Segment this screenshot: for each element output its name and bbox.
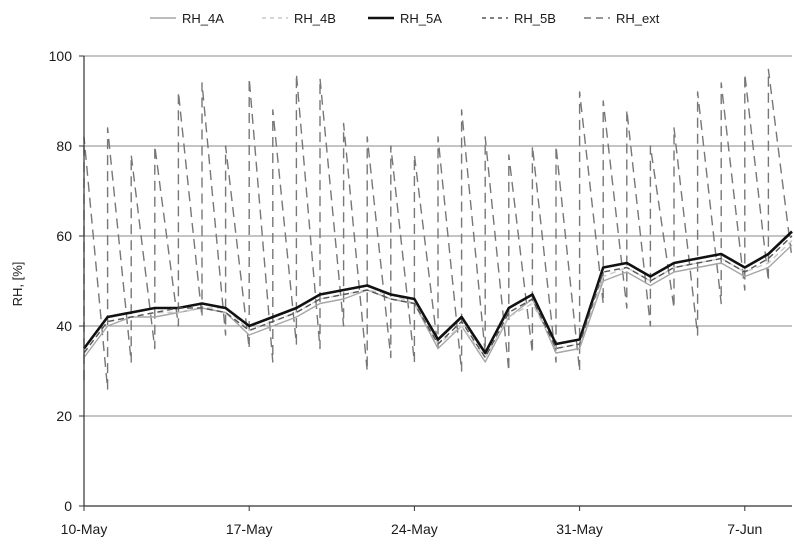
chart-legend: RH_4A RH_4B RH_5A RH_5B RH_ext [150, 11, 660, 26]
axes [79, 55, 792, 511]
x-tick-labels: 10-May 17-May 24-May 31-May 7-Jun [61, 521, 763, 537]
y-axis-label: RH, [%] [10, 262, 25, 307]
series-line-rh-5a [82, 230, 793, 355]
y-tick-label: 80 [56, 138, 72, 154]
x-tick-label: 31-May [556, 521, 603, 537]
x-tick-label: 24-May [391, 521, 438, 537]
series-line-rh-ext [83, 68, 793, 390]
legend-label: RH_5A [400, 11, 442, 26]
x-tick-label: 7-Jun [727, 521, 762, 537]
legend-label: RH_4A [182, 11, 224, 26]
legend-label: RH_5B [514, 11, 556, 26]
x-tick-label: 10-May [61, 521, 108, 537]
y-tick-label: 0 [64, 498, 72, 514]
x-tick-label: 17-May [226, 521, 273, 537]
y-tick-label: 40 [56, 318, 72, 334]
legend-label: RH_4B [294, 11, 336, 26]
y-tick-labels: 0 20 40 60 80 100 [49, 48, 73, 514]
y-tick-label: 60 [56, 228, 72, 244]
series-layer [82, 68, 793, 390]
y-tick-label: 20 [56, 408, 72, 424]
legend-label: RH_ext [616, 11, 660, 26]
y-tick-label: 100 [49, 48, 73, 64]
series-line-rh-5b [83, 235, 793, 359]
